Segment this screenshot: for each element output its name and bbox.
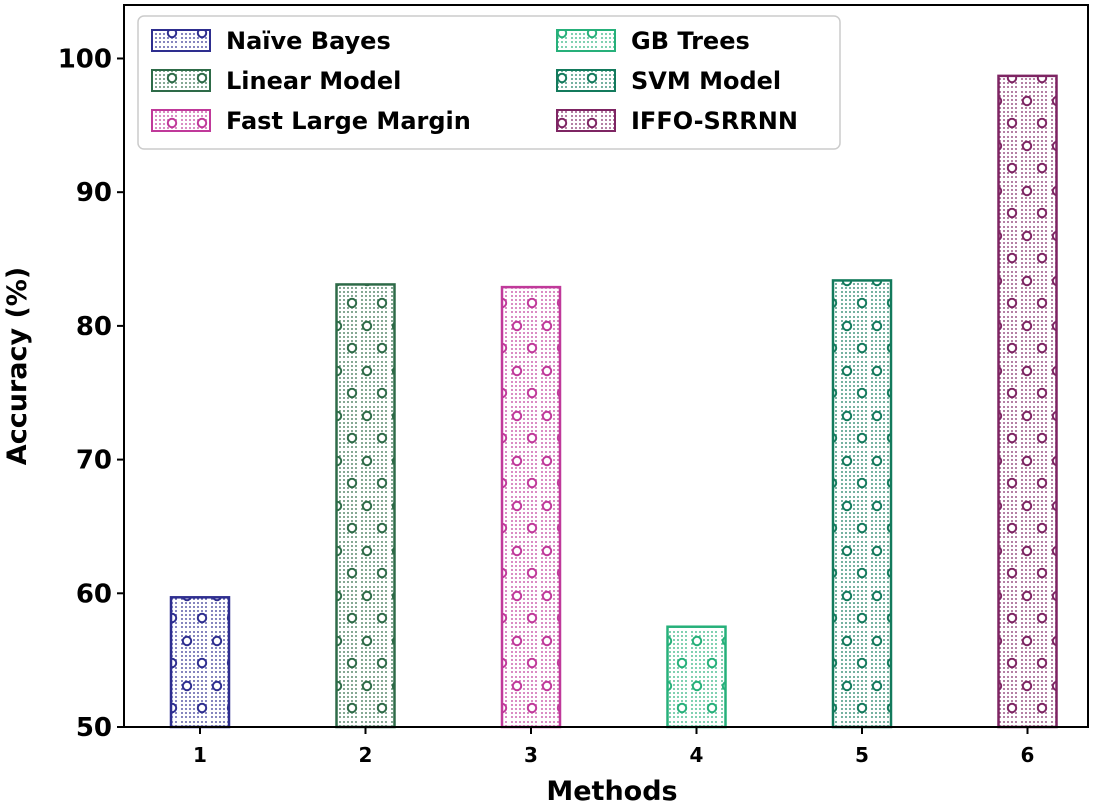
- bar-1: [169, 596, 231, 729]
- y-tick-label: 100: [58, 44, 112, 74]
- legend-label: GB Trees: [631, 27, 750, 55]
- legend-swatch: [556, 69, 616, 92]
- legend-swatch: [151, 29, 211, 52]
- x-tick-label: 5: [855, 743, 869, 767]
- y-tick-label: 60: [76, 579, 112, 609]
- legend-box: [137, 15, 841, 150]
- x-tick-label: 6: [1021, 743, 1035, 767]
- legend-label: Linear Model: [226, 67, 401, 95]
- x-tick-label: 3: [524, 743, 538, 767]
- legend-swatch: [151, 109, 211, 132]
- y-tick-label: 70: [76, 446, 112, 476]
- y-tick-label: 50: [76, 713, 112, 743]
- legend-swatch: [151, 69, 211, 92]
- bar-2: [335, 283, 396, 729]
- x-axis: 1 2 3 4 5 6: [193, 727, 1034, 767]
- legend-label: IFFO-SRRNN: [631, 107, 798, 135]
- y-axis: 50 60 70 80 90 100: [58, 44, 124, 743]
- bar-4: [666, 625, 727, 729]
- legend-swatch: [556, 29, 616, 52]
- legend: Naïve Bayes Linear Model Fast Large Margin…: [137, 15, 841, 150]
- x-axis-title: Methods: [546, 776, 677, 807]
- x-tick-label: 2: [359, 743, 373, 767]
- legend-label: Fast Large Margin: [226, 107, 471, 135]
- bar-5: [831, 279, 893, 729]
- legend-label: Naïve Bayes: [226, 27, 391, 55]
- legend-label: SVM Model: [631, 67, 781, 95]
- legend-swatch: [556, 109, 616, 132]
- y-tick-label: 80: [76, 312, 112, 342]
- y-axis-title: Accuracy (%): [2, 267, 33, 465]
- bars-group: [169, 74, 1058, 729]
- plot-frame: [123, 4, 1089, 728]
- bar-6: [997, 74, 1058, 729]
- bar-3: [500, 285, 562, 729]
- y-tick-label: 90: [76, 178, 112, 208]
- x-tick-label: 1: [193, 743, 207, 767]
- x-tick-label: 4: [690, 743, 704, 767]
